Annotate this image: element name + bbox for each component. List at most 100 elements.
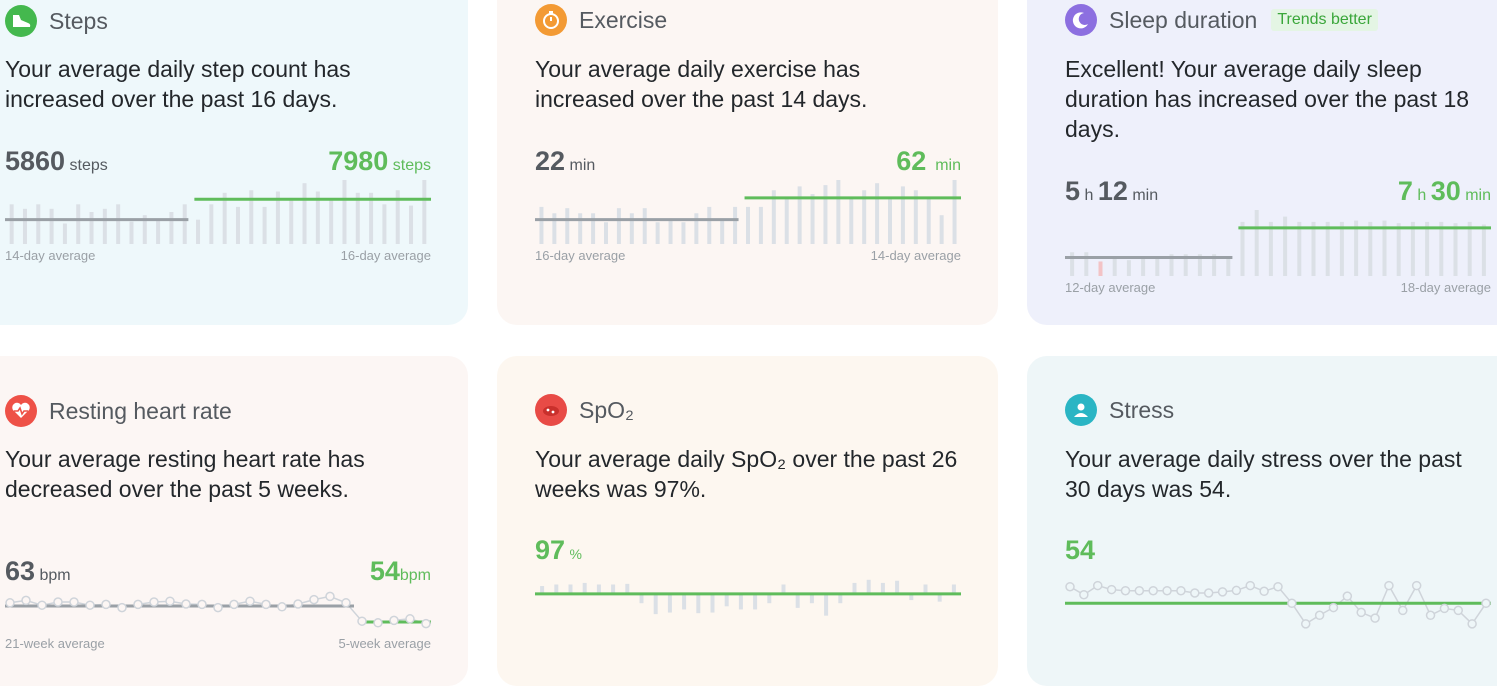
chart-bar bbox=[1481, 224, 1486, 276]
stress-point bbox=[1092, 580, 1103, 591]
stopwatch-icon bbox=[535, 4, 567, 36]
exercise-header: Exercise bbox=[535, 4, 667, 36]
chart-bar bbox=[369, 192, 374, 244]
spo2-average: 97 % bbox=[535, 535, 582, 570]
sleep-title: Sleep duration bbox=[1109, 6, 1258, 33]
chart-bar bbox=[62, 223, 67, 244]
heart-rate-point bbox=[117, 602, 127, 613]
spo2-card[interactable] bbox=[497, 356, 998, 686]
chart-bar bbox=[611, 584, 616, 594]
chart-bar bbox=[720, 218, 725, 244]
chart-bar bbox=[875, 183, 880, 244]
chart-bar bbox=[1354, 220, 1359, 276]
chart-bar bbox=[1112, 256, 1117, 276]
chart-bar bbox=[951, 584, 956, 594]
heart-rate-point bbox=[165, 596, 175, 606]
chart-bar bbox=[565, 208, 570, 244]
chart-bar bbox=[275, 191, 280, 244]
exercise-description: Your average daily exercise has increase… bbox=[535, 56, 868, 112]
chart-bar bbox=[395, 190, 400, 244]
sleep-old-label: 12-day average bbox=[1065, 280, 1156, 295]
exercise-old-value: 22 bbox=[535, 146, 566, 176]
steps-new-value: 7980 bbox=[328, 146, 389, 176]
spo2-value: 97 bbox=[535, 535, 566, 565]
sleep-old-m-unit: min bbox=[1132, 187, 1159, 204]
chart-bar bbox=[784, 199, 789, 244]
chart-bar bbox=[771, 190, 776, 244]
steps-old-value: 5860 bbox=[5, 146, 66, 176]
chart-bar bbox=[49, 208, 54, 244]
chart-bar bbox=[616, 208, 621, 244]
chart-bar bbox=[156, 219, 161, 244]
heart-rate-old-average: 63 bpm bbox=[5, 556, 71, 591]
chart-bar bbox=[733, 206, 738, 244]
chart-bar bbox=[1339, 221, 1344, 276]
chart-bar bbox=[781, 584, 786, 594]
chart-bar bbox=[888, 199, 892, 244]
heart-rate-point bbox=[229, 599, 239, 610]
steps-title: Steps bbox=[49, 7, 108, 34]
stress-point bbox=[1148, 585, 1158, 596]
chart-bar bbox=[1155, 256, 1160, 276]
steps-header: Steps bbox=[5, 5, 108, 37]
chart-bar bbox=[710, 593, 715, 613]
chart-bar bbox=[1240, 221, 1245, 276]
sleep-old-h-unit: h bbox=[1084, 187, 1094, 204]
spo2-header: SpO₂ bbox=[535, 394, 634, 426]
chart-bar bbox=[909, 593, 914, 601]
exercise-new-average: 62 min bbox=[896, 146, 961, 181]
chart-bar bbox=[937, 593, 942, 602]
spo2-chart bbox=[535, 579, 961, 616]
heart-rate-point bbox=[405, 614, 415, 624]
chart-bar bbox=[913, 190, 918, 244]
chart-bar bbox=[422, 180, 427, 244]
chart-bar bbox=[578, 213, 583, 244]
chart-bar bbox=[540, 586, 545, 594]
chart-bar bbox=[102, 208, 107, 244]
chart-bar bbox=[568, 584, 573, 594]
chart-bar bbox=[797, 186, 802, 244]
chart-bar bbox=[1212, 254, 1217, 276]
stress-title: Stress bbox=[1109, 396, 1175, 423]
chart-bar bbox=[1467, 221, 1472, 276]
chart-bar bbox=[952, 180, 957, 244]
chart-bar bbox=[738, 593, 743, 610]
chart-bar bbox=[1311, 221, 1316, 276]
sleep-header: Sleep duration Trends better bbox=[1065, 4, 1378, 36]
sleep-new-m-unit: min bbox=[1465, 187, 1491, 204]
chart-bar bbox=[604, 222, 608, 244]
heart-rate-point bbox=[69, 597, 79, 607]
chart-bar bbox=[895, 580, 900, 594]
chart-bar bbox=[1169, 254, 1174, 276]
stress-point bbox=[1453, 605, 1464, 616]
stress-card[interactable] bbox=[1027, 356, 1497, 686]
chart-bar bbox=[852, 582, 857, 594]
steps-new-label: 16-day average bbox=[340, 248, 431, 263]
exercise-new-unit: min bbox=[935, 157, 961, 174]
sleep-new-average: 7 h 30 min bbox=[1398, 176, 1491, 211]
chart-bar bbox=[302, 183, 307, 244]
steps-card[interactable] bbox=[0, 0, 468, 325]
shoe-icon bbox=[5, 5, 37, 37]
exercise-card[interactable] bbox=[497, 0, 998, 325]
exercise-new-label: 14-day average bbox=[870, 248, 961, 263]
stress-header: Stress bbox=[1065, 394, 1174, 426]
heart-rate-card[interactable] bbox=[0, 356, 468, 686]
sleep-new-h-unit: h bbox=[1417, 187, 1427, 204]
heart-rate-new-value: 54 bbox=[369, 556, 400, 586]
chart-bar bbox=[682, 593, 687, 610]
chart-bar bbox=[836, 180, 841, 244]
chart-bar bbox=[142, 215, 147, 244]
exercise-new-value: 62 bbox=[896, 146, 927, 176]
heart-rate-point bbox=[85, 600, 95, 610]
heart-rate-point bbox=[197, 599, 207, 610]
sleep-card[interactable] bbox=[1027, 0, 1497, 325]
steps-description: Your average daily step count has increa… bbox=[5, 56, 351, 112]
chart-bar bbox=[9, 204, 14, 244]
heart-rate-point bbox=[181, 599, 191, 609]
exercise-title: Exercise bbox=[579, 6, 668, 33]
chart-bar bbox=[342, 180, 347, 244]
stress-point bbox=[1300, 619, 1311, 629]
chart-bar bbox=[116, 204, 121, 244]
sleep-old-average: 5 h 12 min bbox=[1065, 176, 1158, 211]
